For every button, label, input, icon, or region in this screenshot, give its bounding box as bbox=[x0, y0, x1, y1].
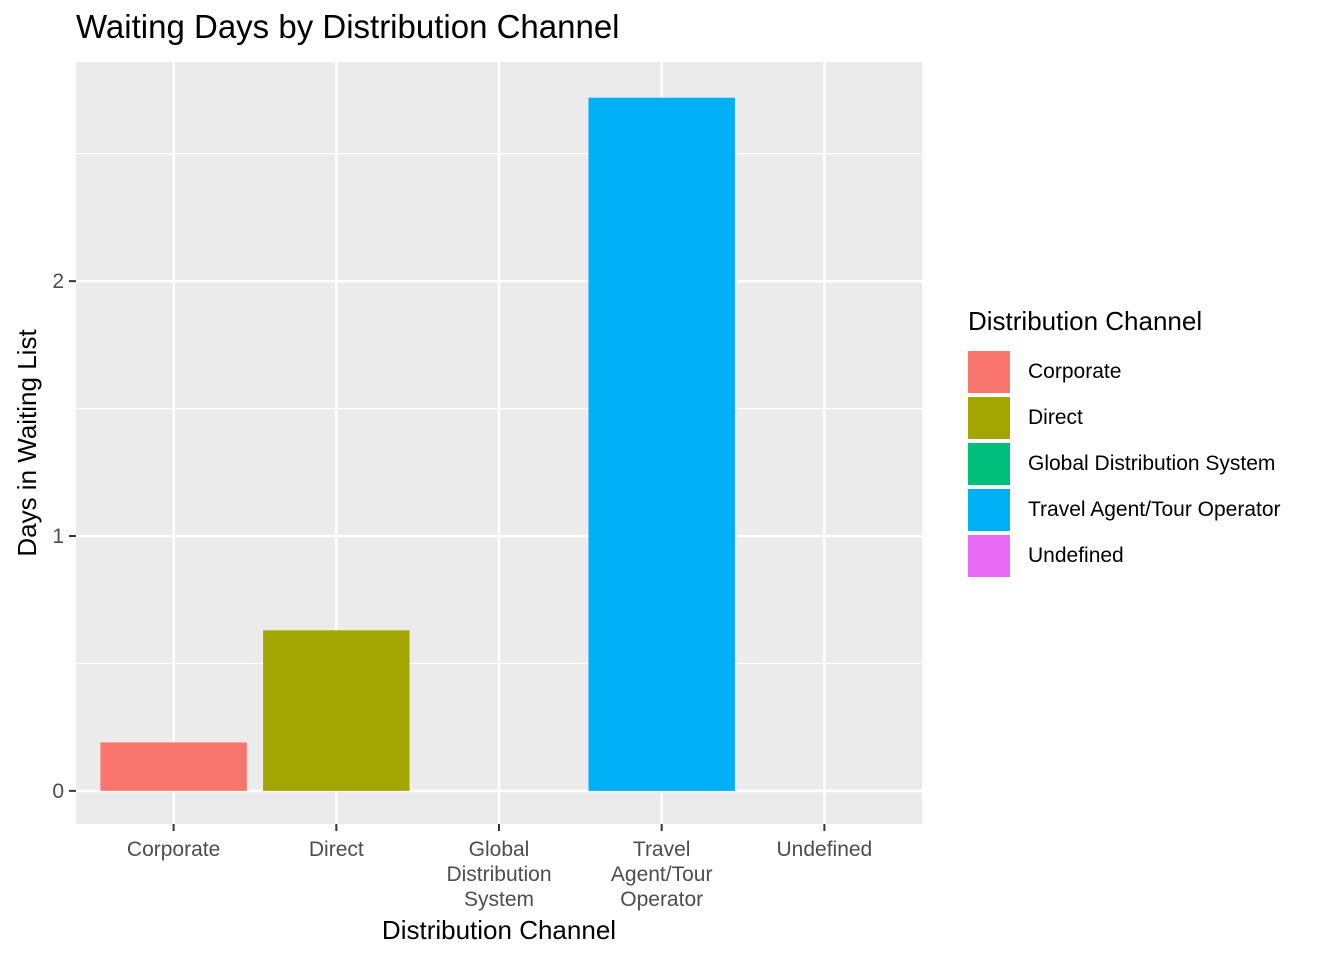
legend-item: Undefined bbox=[968, 533, 1281, 579]
legend-label: Corporate bbox=[1028, 360, 1122, 383]
bar-chart: 0 1 2 Corporate Direct Global Distribution Sys… bbox=[12, 62, 922, 945]
x-axis-title: Distribution Channel bbox=[382, 915, 616, 945]
bar-travel-agent-tour-operator bbox=[588, 97, 735, 791]
bars bbox=[100, 97, 735, 791]
x-tick-label: Global Distribution System bbox=[446, 838, 551, 911]
legend-item: Travel Agent/Tour Operator bbox=[968, 487, 1281, 533]
y-tick-label: 0 bbox=[52, 780, 64, 803]
legend-items: Corporate Direct Global Distribution Syste… bbox=[968, 349, 1281, 579]
x-axis: Corporate Direct Global Distribution System T… bbox=[127, 824, 872, 911]
legend: Distribution Channel Corporate Direct Glob… bbox=[968, 306, 1281, 579]
legend-title: Distribution Channel bbox=[968, 306, 1203, 336]
x-tick-label: Undefined bbox=[777, 838, 873, 861]
y-axis-title: Days in Waiting List bbox=[12, 329, 42, 557]
y-axis: 0 1 2 bbox=[52, 270, 76, 803]
x-tick-label: Direct bbox=[309, 838, 364, 861]
legend-label: Direct bbox=[1028, 406, 1083, 429]
legend-item: Direct bbox=[968, 395, 1281, 441]
legend-label: Travel Agent/Tour Operator bbox=[1028, 498, 1281, 521]
y-tick-label: 1 bbox=[52, 525, 64, 548]
legend-key bbox=[968, 351, 1010, 393]
bar-corporate bbox=[100, 742, 247, 791]
legend-key bbox=[968, 489, 1010, 531]
legend-item: Global Distribution System bbox=[968, 441, 1281, 487]
legend-label: Undefined bbox=[1028, 544, 1124, 567]
x-tick-label: Corporate bbox=[127, 838, 220, 861]
chart-title: Waiting Days by Distribution Channel bbox=[76, 8, 620, 45]
legend-label: Global Distribution System bbox=[1028, 452, 1276, 475]
bar-direct bbox=[263, 630, 410, 791]
legend-key bbox=[968, 397, 1010, 439]
legend-key bbox=[968, 535, 1010, 577]
legend-key bbox=[968, 443, 1010, 485]
x-tick-label: Travel Agent/Tour Operator bbox=[611, 838, 713, 911]
y-tick-label: 2 bbox=[52, 270, 64, 293]
legend-item: Corporate bbox=[968, 349, 1281, 395]
